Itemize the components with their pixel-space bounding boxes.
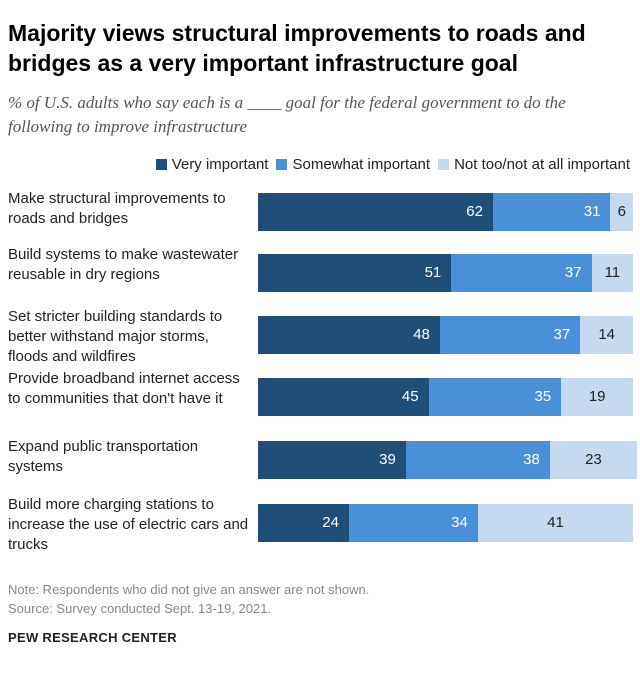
category-label: Build more charging stations to increase… xyxy=(8,496,249,553)
bar-somewhat xyxy=(492,193,611,231)
data-label-very: 24 xyxy=(322,514,339,531)
bar-very xyxy=(258,378,429,416)
legend-item-somewhat: Somewhat important xyxy=(276,156,430,173)
legend: Very important Somewhat important Not to… xyxy=(0,156,630,173)
legend-item-nottoo: Not too/not at all important xyxy=(438,156,630,173)
bar-very xyxy=(258,193,493,231)
bar-very xyxy=(258,254,452,292)
legend-label-very: Very important xyxy=(171,156,269,173)
bar-somewhat xyxy=(348,504,478,542)
category-label: Make structural improvements to roads an… xyxy=(8,190,226,227)
bar-nottoo xyxy=(549,441,637,479)
data-label-nottoo: 14 xyxy=(598,326,615,343)
bar-very xyxy=(258,441,406,479)
bar-nottoo xyxy=(610,193,634,231)
data-label-nottoo: 41 xyxy=(547,514,564,531)
legend-swatch-nottoo xyxy=(438,159,450,170)
chart-subtitle: % of U.S. adults who say each is a ____ … xyxy=(8,93,566,136)
bar-somewhat xyxy=(451,254,592,292)
data-label-nottoo: 23 xyxy=(585,451,602,468)
bar-very xyxy=(258,504,349,542)
legend-swatch-very xyxy=(155,159,167,170)
chart-source: Source: Survey conducted Sept. 13-19, 20… xyxy=(8,601,272,616)
data-label-nottoo: 19 xyxy=(588,388,606,405)
data-label-somewhat: 34 xyxy=(451,514,468,531)
data-label-somewhat: 37 xyxy=(553,326,571,343)
bar-somewhat xyxy=(428,378,562,416)
category-label: Set stricter building standards to bette… xyxy=(8,308,223,365)
legend-item-very: Very important xyxy=(155,156,269,173)
chart-note: Note: Respondents who did not give an an… xyxy=(8,582,370,597)
legend-label-nottoo: Not too/not at all important xyxy=(454,156,630,173)
chart-title: Majority views structural improvements t… xyxy=(8,20,586,76)
data-label-very: 48 xyxy=(413,326,430,343)
data-label-very: 39 xyxy=(379,451,396,468)
pew-logo: PEW RESEARCH CENTER xyxy=(8,630,177,645)
data-label-somewhat: 31 xyxy=(583,203,601,220)
data-label-somewhat: 37 xyxy=(564,264,582,281)
category-label: Expand public transportation systems xyxy=(8,438,199,475)
bar-nottoo xyxy=(561,378,634,416)
bar-nottoo xyxy=(477,504,634,542)
legend-swatch-somewhat xyxy=(276,159,288,170)
category-label: Provide broadband internet access to com… xyxy=(8,370,240,407)
data-label-nottoo: 11 xyxy=(604,264,621,281)
bar-somewhat xyxy=(439,316,581,354)
bar-very xyxy=(258,316,440,354)
data-label-very: 51 xyxy=(424,264,442,281)
data-label-nottoo: 6 xyxy=(617,203,626,220)
category-label: Build systems to make wastewater reusabl… xyxy=(8,246,239,283)
data-label-very: 62 xyxy=(466,203,483,220)
data-label-somewhat: 38 xyxy=(523,451,540,468)
bar-nottoo xyxy=(580,316,634,354)
data-label-somewhat: 35 xyxy=(534,388,552,405)
legend-label-somewhat: Somewhat important xyxy=(292,156,431,173)
bar-nottoo xyxy=(591,254,634,292)
bar-somewhat xyxy=(405,441,550,479)
data-label-very: 45 xyxy=(401,388,419,405)
